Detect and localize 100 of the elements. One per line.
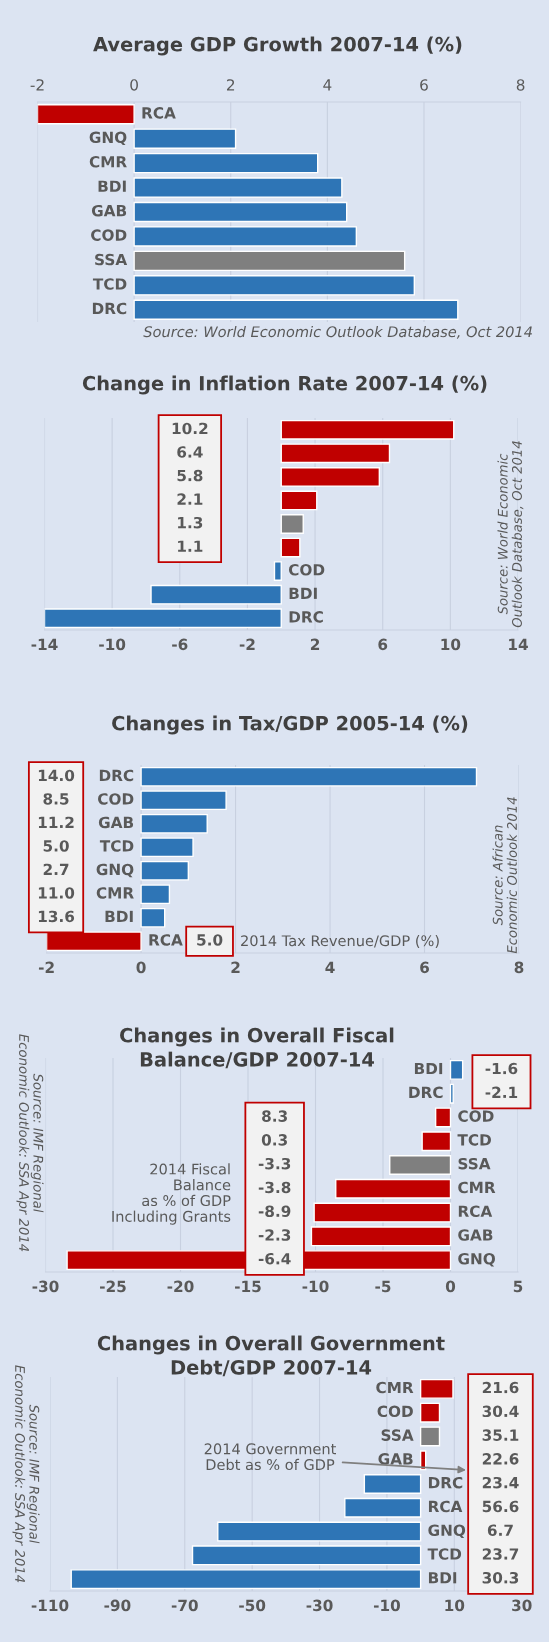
bar	[140, 790, 227, 811]
source-note: Source: World Economic Outlook Database, Oct 2014	[143, 325, 532, 339]
chart-title: Average GDP Growth 2007-14 (%)	[93, 36, 462, 56]
annotation: 21.6	[482, 1381, 519, 1394]
y-tick-label: CMR	[96, 887, 134, 899]
y-tick-label: BDI	[414, 1062, 443, 1075]
bar	[133, 275, 416, 296]
x-tick-label: 8	[516, 79, 525, 91]
annotation: 22.6	[482, 1453, 519, 1465]
y-tick-label: GNQ	[428, 1524, 466, 1538]
bar	[133, 152, 319, 174]
x-tick-label: 5	[513, 1280, 523, 1293]
x-tick-label: 0	[445, 1280, 456, 1293]
y-tick-label: DRC	[409, 1086, 443, 1099]
x-tick-label: 10	[445, 1599, 465, 1612]
x-tick-label: -2	[38, 961, 54, 973]
x-tick-label: 6	[420, 961, 430, 974]
x-tick-label: -10	[302, 1280, 329, 1293]
bar	[449, 1083, 454, 1104]
annotation: 6.7	[487, 1524, 513, 1536]
annotation: 13.6	[38, 910, 75, 923]
x-tick-label: -30	[32, 1280, 59, 1293]
bar	[133, 226, 358, 247]
y-tick-label: BDI	[428, 1572, 457, 1584]
x-tick-label: -6	[172, 638, 188, 651]
annotation: Source: World Economic Outlook Database, Oct 2014	[497, 441, 524, 628]
source-note: Source: IMF Regional Economic Outlook: SSA Apr 2014	[12, 1365, 40, 1583]
chart-title: Changes in Overall Government Debt/GDP 2007-14	[97, 1335, 445, 1377]
x-tick-label: -10	[373, 1599, 400, 1612]
x-tick-label: -50	[239, 1599, 266, 1612]
bar	[280, 419, 455, 440]
bar	[140, 766, 478, 787]
bar	[434, 1107, 452, 1128]
bar	[280, 514, 304, 534]
bar	[133, 201, 348, 223]
bar	[389, 1155, 452, 1175]
annotation: 5.0	[197, 934, 223, 946]
x-tick-label: -70	[171, 1599, 198, 1612]
bar	[133, 128, 237, 149]
bar	[335, 1178, 452, 1199]
y-tick-label: DRC	[92, 302, 127, 315]
x-tick-label: 10	[441, 638, 461, 651]
annotation: -3.8	[258, 1181, 291, 1194]
x-tick-label: 2	[231, 961, 240, 973]
chart-title: Change in Inflation Rate 2007-14 (%)	[82, 375, 487, 395]
bar	[191, 1545, 422, 1566]
annotation: 14.0	[38, 769, 75, 782]
y-tick-label: BDI	[105, 910, 133, 922]
annotation: 30.4	[482, 1405, 519, 1418]
bar	[419, 1402, 441, 1423]
annotation: -3.3	[258, 1157, 291, 1170]
bar	[70, 1569, 422, 1590]
source-note: Source: IMF Regional Economic Outlook: SSA Apr 2014	[16, 1034, 44, 1252]
x-tick-label: -10	[99, 638, 126, 651]
y-tick-label: RCA	[149, 934, 183, 946]
bar	[419, 1426, 441, 1447]
x-tick-label: 4	[323, 79, 332, 91]
bar	[419, 1378, 454, 1399]
bar	[280, 490, 318, 511]
x-tick-label: -30	[306, 1599, 333, 1612]
y-tick-label: COD	[377, 1405, 413, 1418]
data-label: 1.3	[178, 516, 203, 529]
annotation: 30.3	[482, 1571, 519, 1584]
bar	[449, 1059, 464, 1080]
annotation: 11.0	[38, 887, 75, 899]
y-tick-label: TCD	[457, 1134, 491, 1146]
bar	[140, 813, 208, 834]
y-tick-label: GNQ	[96, 863, 134, 878]
y-tick-label: TCD	[99, 840, 134, 852]
x-tick-label: 8	[514, 961, 524, 974]
chart-title: Changes in Tax/GDP 2005-14 (%)	[112, 715, 468, 735]
y-tick-label: COD	[98, 793, 134, 805]
x-tick-label: 4	[325, 961, 335, 973]
y-tick-label: SSA	[381, 1429, 414, 1441]
annotation: -8.9	[258, 1205, 291, 1217]
bar	[280, 443, 391, 464]
bar	[363, 1474, 422, 1494]
y-tick-label: GAB	[91, 204, 127, 217]
y-tick-label: GAB	[458, 1229, 493, 1241]
y-tick-label: GNQ	[458, 1252, 495, 1267]
y-tick-label: BDI	[289, 587, 317, 599]
bar	[44, 608, 282, 629]
bar	[280, 537, 301, 558]
data-label: 5.8	[177, 469, 203, 482]
x-tick-label: -15	[235, 1280, 261, 1293]
y-tick-label: COD	[288, 563, 325, 576]
y-tick-label: CMR	[458, 1181, 496, 1194]
x-tick-label: 0	[130, 79, 138, 91]
x-tick-label: -90	[104, 1599, 131, 1612]
y-tick-label: RCA	[458, 1205, 493, 1217]
y-tick-label: DRC	[99, 769, 134, 782]
y-tick-label: TCD	[427, 1548, 462, 1560]
x-tick-label: -20	[167, 1280, 194, 1293]
annotation: 5.0	[43, 840, 69, 852]
x-tick-label: 30	[512, 1599, 532, 1612]
y-tick-label: BDI	[98, 180, 126, 192]
y-tick-label: TCD	[92, 278, 127, 290]
x-tick-label: 2	[310, 638, 320, 650]
y-tick-label: CMR	[89, 155, 127, 168]
bar	[37, 103, 135, 125]
